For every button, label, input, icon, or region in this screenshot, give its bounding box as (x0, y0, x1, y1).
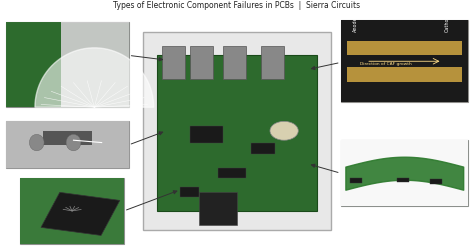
Bar (20, 178, 124, 244)
Bar (341, 141, 468, 206)
Ellipse shape (270, 122, 298, 141)
Bar (181, 188, 199, 197)
Bar (41, 192, 120, 236)
Bar (43, 131, 92, 145)
Bar (190, 47, 213, 80)
Bar (341, 21, 468, 103)
Bar (6, 23, 128, 108)
Bar (6, 122, 128, 169)
Title: Types of Electronic Component Failures in PCBs  |  Sierra Circuits: Types of Electronic Component Failures i… (113, 2, 361, 10)
Bar (251, 143, 275, 155)
Text: Anode: Anode (354, 16, 358, 32)
Bar (143, 33, 331, 230)
Bar (199, 192, 237, 225)
Ellipse shape (29, 135, 44, 151)
Bar (347, 56, 462, 68)
Polygon shape (35, 49, 154, 108)
Text: Direction of CAF growth: Direction of CAF growth (360, 62, 411, 66)
Bar (190, 126, 223, 143)
Bar (430, 179, 442, 184)
Bar (341, 141, 468, 206)
Text: Cathode: Cathode (445, 11, 450, 32)
Bar (218, 169, 246, 178)
Ellipse shape (66, 135, 81, 151)
Bar (162, 47, 185, 80)
Bar (397, 178, 409, 183)
Bar (61, 23, 128, 108)
Bar (6, 23, 61, 108)
Bar (347, 42, 462, 82)
Bar (223, 47, 246, 80)
Bar (350, 179, 362, 183)
Bar (6, 122, 128, 169)
Bar (157, 56, 317, 211)
Bar (261, 47, 284, 80)
Bar (20, 178, 124, 244)
Bar (341, 21, 468, 103)
